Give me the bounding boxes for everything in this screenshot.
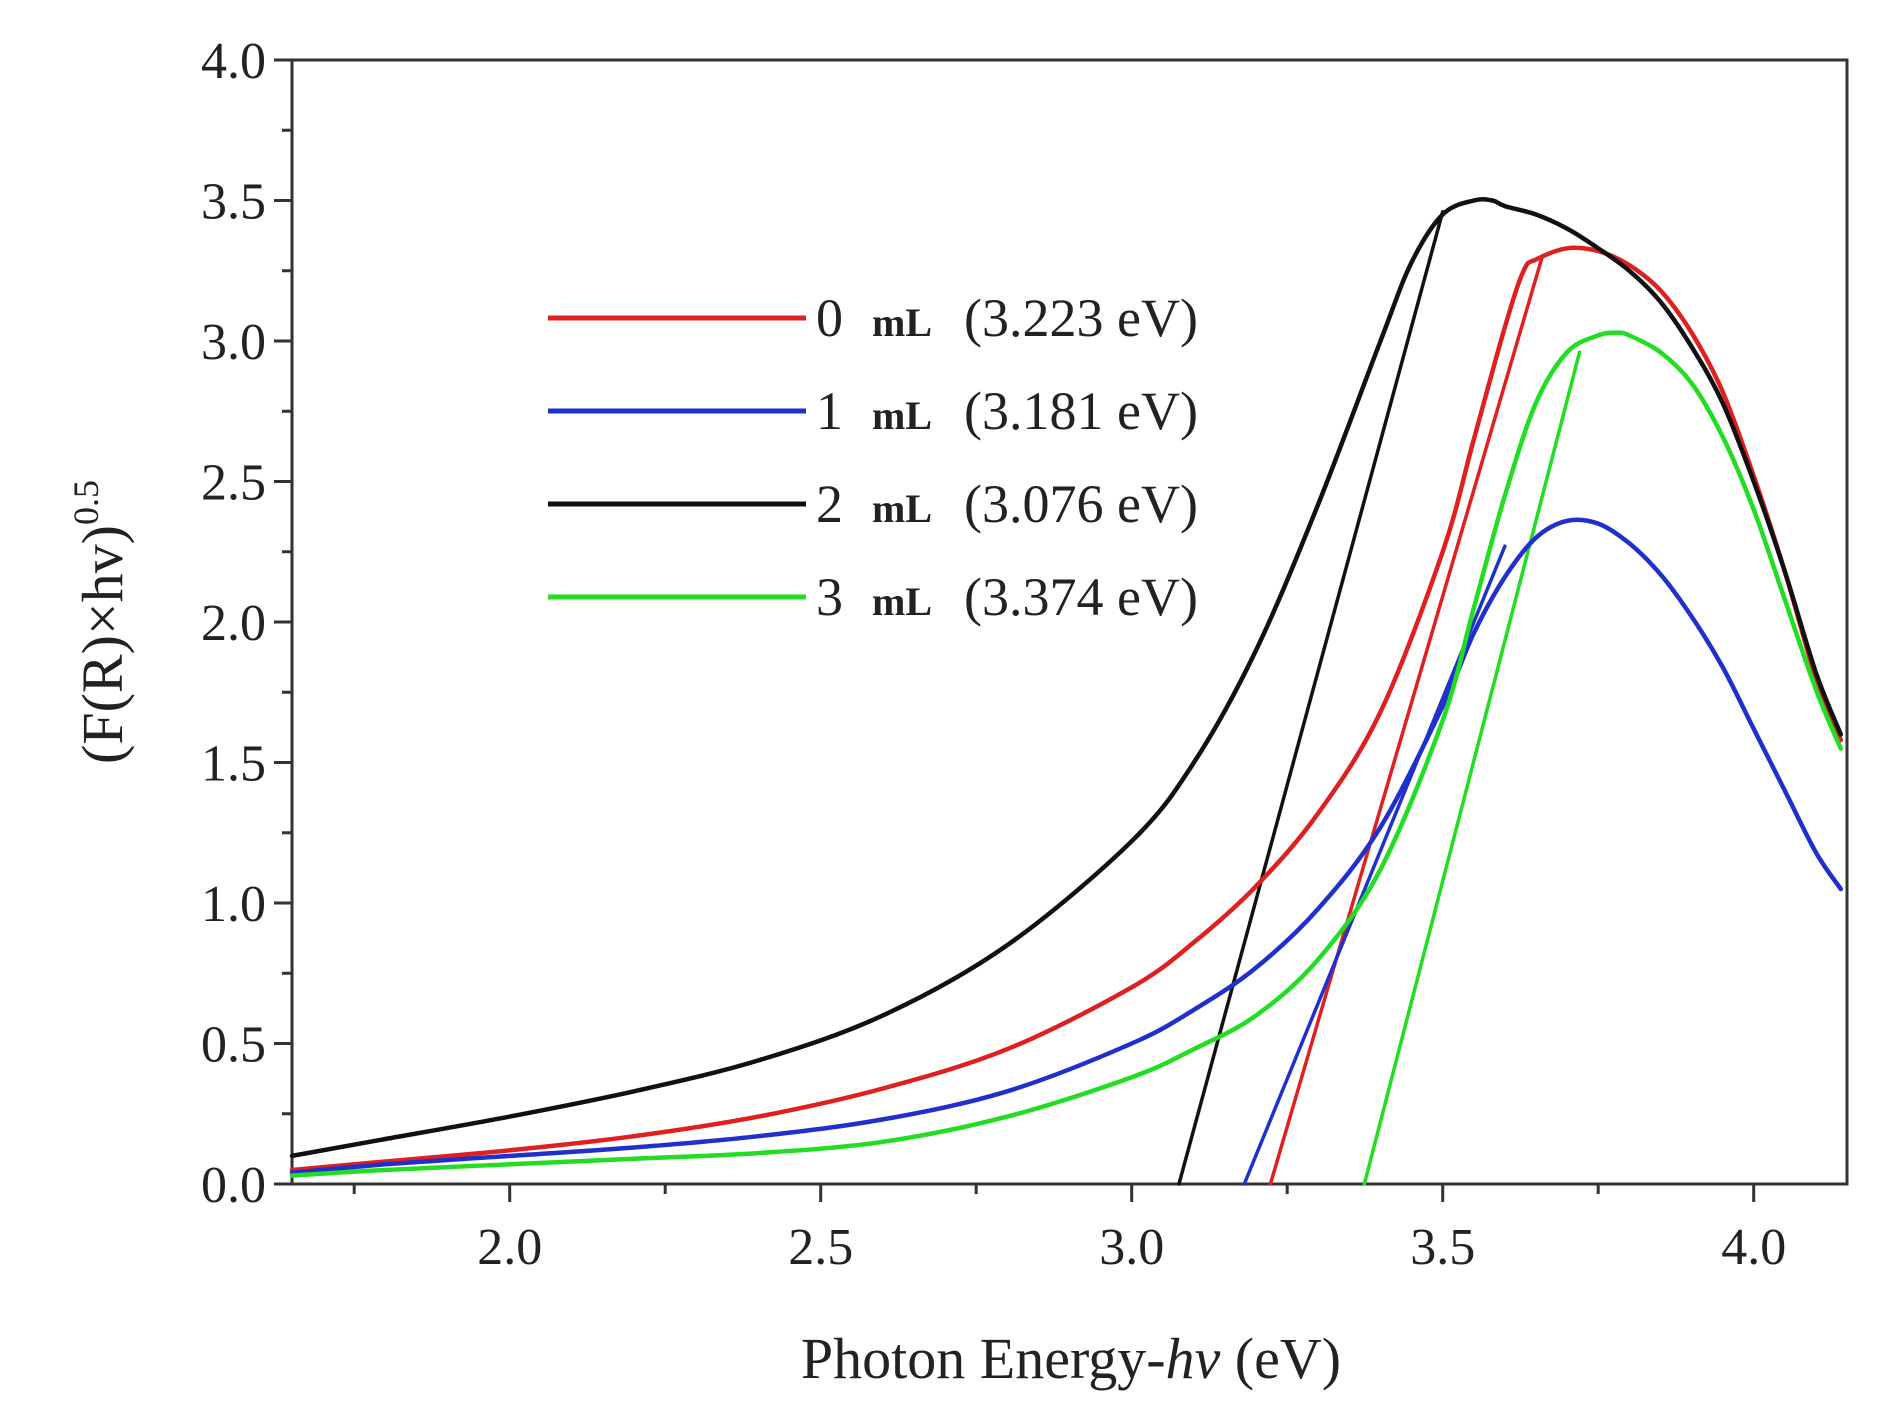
y-tick-label: 0.5 bbox=[201, 1017, 266, 1074]
x-axis-title: Photon Energy-hv (eV) bbox=[801, 1326, 1341, 1391]
x-tick-label: 2.0 bbox=[477, 1219, 542, 1276]
legend-entry: 1 mL (3.181 eV) bbox=[548, 381, 1198, 441]
y-tick-label: 2.0 bbox=[201, 595, 266, 652]
series-line-2ml bbox=[289, 197, 1844, 1159]
x-axis-title-unit: (eV) bbox=[1220, 1326, 1341, 1391]
legend-unit: mL bbox=[872, 579, 932, 624]
y-axis-title-exponent: 0.5 bbox=[66, 480, 106, 525]
x-tick-label: 3.0 bbox=[1099, 1219, 1164, 1276]
x-axis-title-italic: hv bbox=[1166, 1326, 1221, 1391]
tangent-line-2ml bbox=[1177, 209, 1445, 1186]
legend-number: 3 bbox=[816, 567, 843, 627]
series-line-1ml bbox=[289, 517, 1844, 1176]
series-line-3ml bbox=[289, 330, 1844, 1178]
y-tick-label: 0.0 bbox=[201, 1157, 266, 1214]
legend-entry: 2 mL (3.076 eV) bbox=[548, 474, 1198, 534]
y-axis-title: (F(R)×hv)0.5 bbox=[66, 480, 135, 764]
x-axis-ticks: 2.0 2.5 3.0 3.5 4.0 bbox=[352, 1184, 1786, 1276]
x-axis-title-text: Photon Energy- bbox=[801, 1326, 1166, 1391]
y-axis-title-base: (F(R)×hv) bbox=[70, 525, 135, 764]
y-tick-label: 1.5 bbox=[201, 736, 266, 793]
legend-band-gap: (3.076 eV) bbox=[964, 474, 1198, 534]
tangent-line-0ml bbox=[1268, 254, 1544, 1186]
x-tick-label: 2.5 bbox=[788, 1219, 853, 1276]
x-tick-label: 4.0 bbox=[1721, 1219, 1786, 1276]
data-curves bbox=[289, 197, 1844, 1178]
legend-band-gap: (3.223 eV) bbox=[964, 288, 1198, 348]
legend: 0 mL (3.223 eV) 1 mL (3.181 eV) 2 mL (3.076 eV) 3… bbox=[548, 288, 1198, 627]
y-tick-label: 3.5 bbox=[201, 174, 266, 231]
tangent-line-3ml bbox=[1362, 350, 1582, 1186]
legend-number: 1 bbox=[816, 381, 843, 441]
legend-unit: mL bbox=[872, 486, 932, 531]
legend-unit: mL bbox=[872, 300, 932, 345]
y-axis-ticks: 0.0 0.5 1.0 1.5 2.0 2.5 3.0 3.5 4.0 bbox=[201, 33, 292, 1214]
legend-entry: 3 mL (3.374 eV) bbox=[548, 567, 1198, 627]
legend-band-gap: (3.374 eV) bbox=[964, 567, 1198, 627]
series-line-0ml bbox=[289, 245, 1844, 1173]
legend-number: 0 bbox=[816, 288, 843, 348]
y-tick-label: 2.5 bbox=[201, 455, 266, 512]
legend-band-gap: (3.181 eV) bbox=[964, 381, 1198, 441]
legend-number: 2 bbox=[816, 474, 843, 534]
y-tick-label: 3.0 bbox=[201, 314, 266, 371]
y-tick-label: 4.0 bbox=[201, 33, 266, 90]
legend-entry: 0 mL (3.223 eV) bbox=[548, 288, 1198, 348]
x-tick-label: 3.5 bbox=[1410, 1219, 1475, 1276]
legend-unit: mL bbox=[872, 393, 932, 438]
y-tick-label: 1.0 bbox=[201, 876, 266, 933]
